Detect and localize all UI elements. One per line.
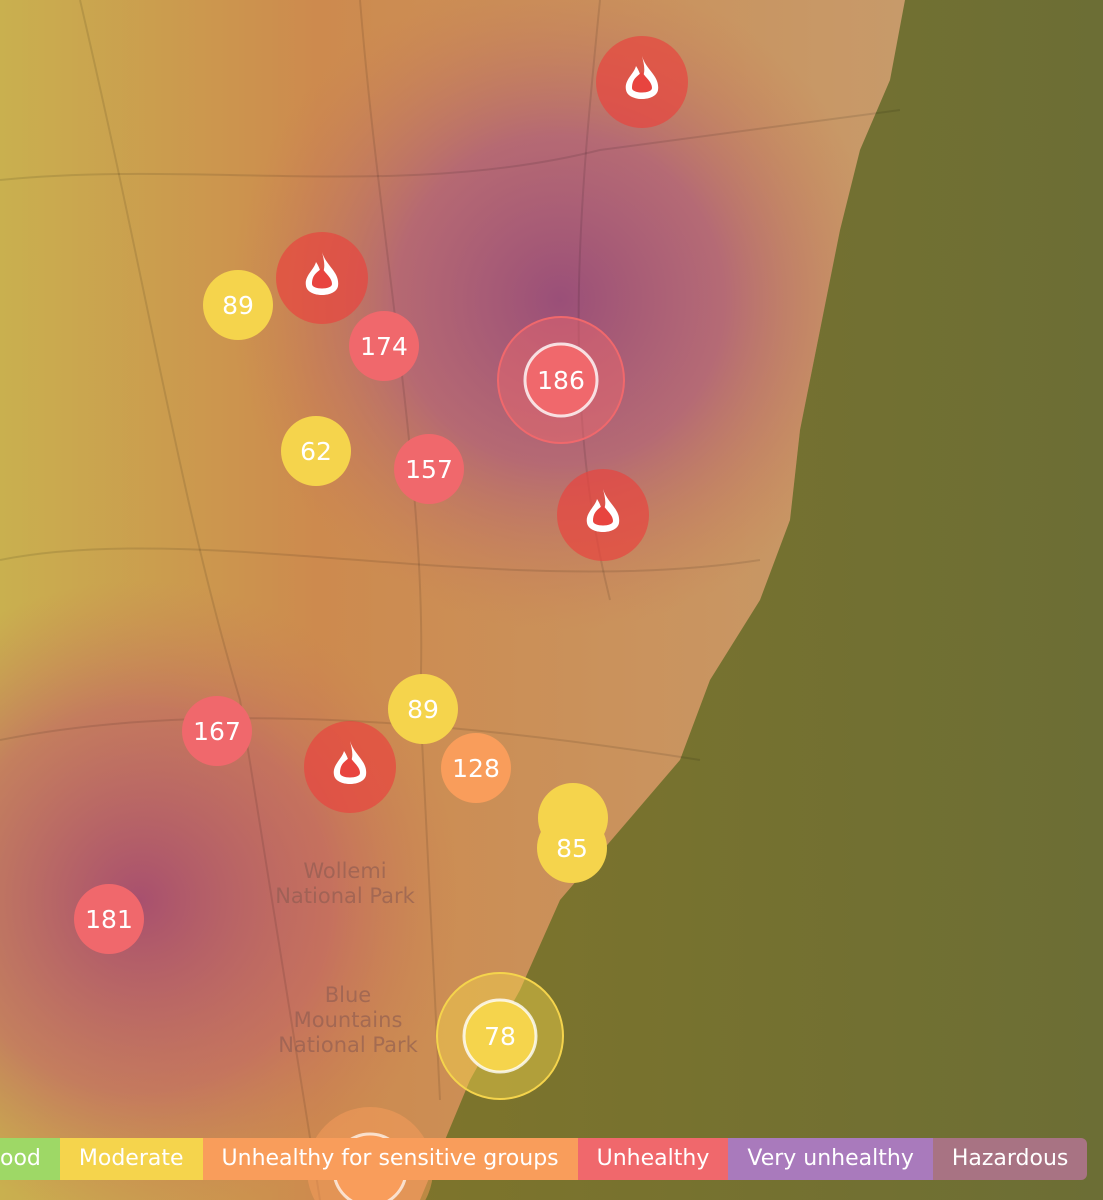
- fire-marker[interactable]: [304, 721, 396, 813]
- fire-icon-core: [593, 505, 613, 526]
- place-label: Blue: [325, 983, 371, 1007]
- aqi-marker: [182, 696, 252, 766]
- aqi-value: 167: [193, 717, 241, 746]
- aqi-value: 181: [85, 905, 133, 934]
- fire-icon-core: [340, 757, 360, 778]
- place-label: Wollemi: [303, 859, 386, 883]
- aqi-marker: [441, 733, 511, 803]
- aqi-marker-group[interactable]: 128: [441, 733, 511, 803]
- legend: ood Moderate Unhealthy for sensitive group…: [0, 1138, 1088, 1180]
- place-label: Mountains: [294, 1008, 403, 1032]
- aqi-marker: [462, 998, 538, 1074]
- aqi-marker-group[interactable]: 167: [182, 696, 252, 766]
- fire-marker[interactable]: [596, 36, 688, 128]
- aqi-marker-group[interactable]: 78: [436, 972, 564, 1100]
- aqi-value: 128: [452, 754, 500, 783]
- legend-item: Hazardous: [932, 1138, 1088, 1180]
- aqi-value: 85: [556, 834, 588, 863]
- aqi-marker-group[interactable]: 174: [349, 311, 419, 381]
- aqi-marker-group[interactable]: 89: [203, 270, 273, 340]
- legend-item: Unhealthy: [577, 1138, 729, 1180]
- aqi-marker: [523, 342, 599, 418]
- aqi-marker-group[interactable]: 181: [74, 884, 144, 954]
- aqi-marker: [537, 813, 607, 883]
- aqi-marker: [388, 674, 458, 744]
- aqi-value: 62: [300, 437, 332, 466]
- legend-item: Moderate: [59, 1138, 203, 1180]
- aqi-marker-group[interactable]: 89: [388, 674, 458, 744]
- fire-marker[interactable]: [276, 232, 368, 324]
- fire-icon-core: [632, 72, 652, 93]
- legend-item: ood: [0, 1138, 60, 1180]
- place-label: National Park: [278, 1033, 418, 1057]
- aqi-marker: [394, 434, 464, 504]
- aqi-value: 89: [222, 291, 254, 320]
- aqi-marker: [281, 416, 351, 486]
- aqi-value: 78: [484, 1022, 516, 1051]
- aqi-marker: [203, 270, 273, 340]
- legend-item: Very unhealthy: [728, 1138, 933, 1180]
- aqi-marker: [349, 311, 419, 381]
- aqi-value: 186: [537, 366, 585, 395]
- aqi-value: 157: [405, 455, 453, 484]
- place-label: National Park: [275, 884, 415, 908]
- fire-marker[interactable]: [557, 469, 649, 561]
- aqi-value: 89: [407, 695, 439, 724]
- aqi-value: 174: [360, 332, 408, 361]
- aqi-marker-group[interactable]: 62: [281, 416, 351, 486]
- legend-item: Unhealthy for sensitive groups: [202, 1138, 578, 1180]
- aqi-marker: [74, 884, 144, 954]
- aqi-marker-group[interactable]: 85: [537, 813, 607, 883]
- aqi-marker-group[interactable]: 157: [394, 434, 464, 504]
- fire-icon-core: [312, 268, 332, 289]
- aqi-marker-group[interactable]: 186: [497, 316, 625, 444]
